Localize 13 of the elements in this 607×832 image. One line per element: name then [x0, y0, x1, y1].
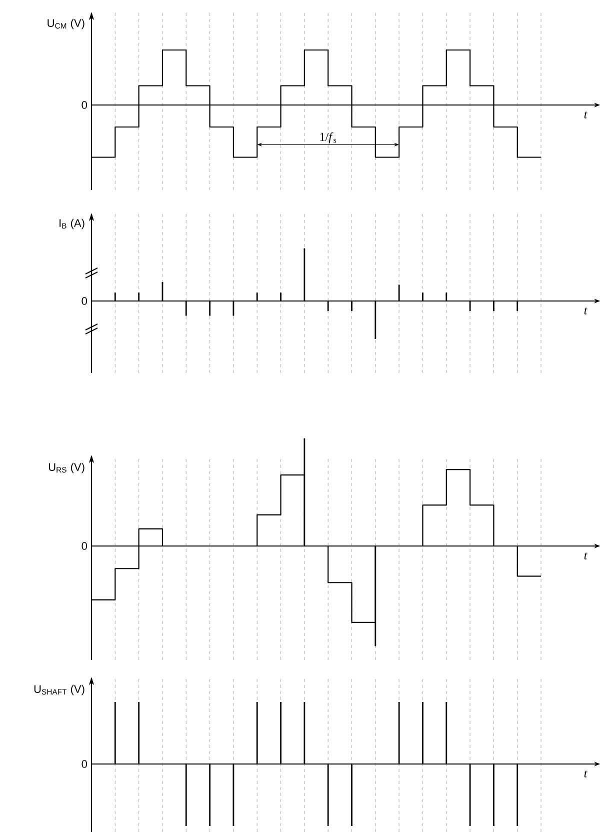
x-axis-title: t — [584, 552, 588, 560]
annotation: 0 — [82, 297, 88, 305]
y-axis-title: U$_{CM}$ (V) — [48, 18, 84, 30]
y-axis-title: U$_{SHAFT}$ (V) — [34, 684, 84, 696]
x-axis-title: t — [584, 770, 588, 778]
x-axis-title: t — [584, 308, 588, 314]
annotation: 0 — [82, 542, 88, 550]
y-axis-title: I$_{B}$ (A) — [60, 218, 84, 230]
y-axis-title: U$_{RS}$ (V) — [48, 462, 84, 474]
annotation: 0 — [82, 101, 88, 109]
x-axis-title: t — [584, 112, 588, 118]
annotation: 0 — [82, 760, 88, 768]
annotation: 1/f$_{s}$ — [320, 132, 336, 144]
